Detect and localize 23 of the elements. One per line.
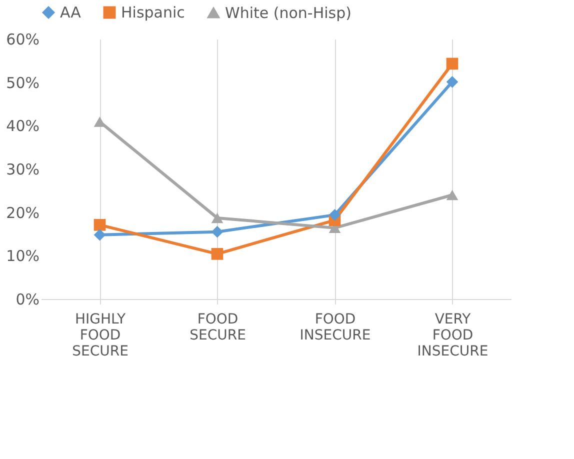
point xyxy=(446,76,458,88)
y-tick-label: 10% xyxy=(6,247,40,266)
point xyxy=(446,58,458,70)
y-tick-label: 60% xyxy=(6,30,40,48)
point xyxy=(211,248,224,260)
x-tick-label: FOOD SECURE xyxy=(190,312,246,344)
x-tick-label: FOOD INSECURE xyxy=(300,312,371,344)
point xyxy=(211,226,224,238)
x-tick-label: VERY FOOD INSECURE xyxy=(417,312,488,360)
point xyxy=(328,209,341,221)
y-tick-label: 20% xyxy=(6,204,40,222)
y-tick-label: 0% xyxy=(16,290,40,308)
legend-label: AA xyxy=(60,4,82,22)
point xyxy=(94,218,106,231)
point xyxy=(446,190,458,200)
legend-label: White (non-Hisp) xyxy=(225,4,352,22)
point xyxy=(94,228,106,241)
y-tick-label: 30% xyxy=(6,160,40,178)
x-tick-label: HIGHLY FOOD SECURE xyxy=(72,312,128,360)
point xyxy=(211,212,224,224)
y-tick-label: 50% xyxy=(6,74,40,92)
legend-label: Hispanic xyxy=(121,4,185,22)
y-tick-label: 40% xyxy=(6,117,40,136)
